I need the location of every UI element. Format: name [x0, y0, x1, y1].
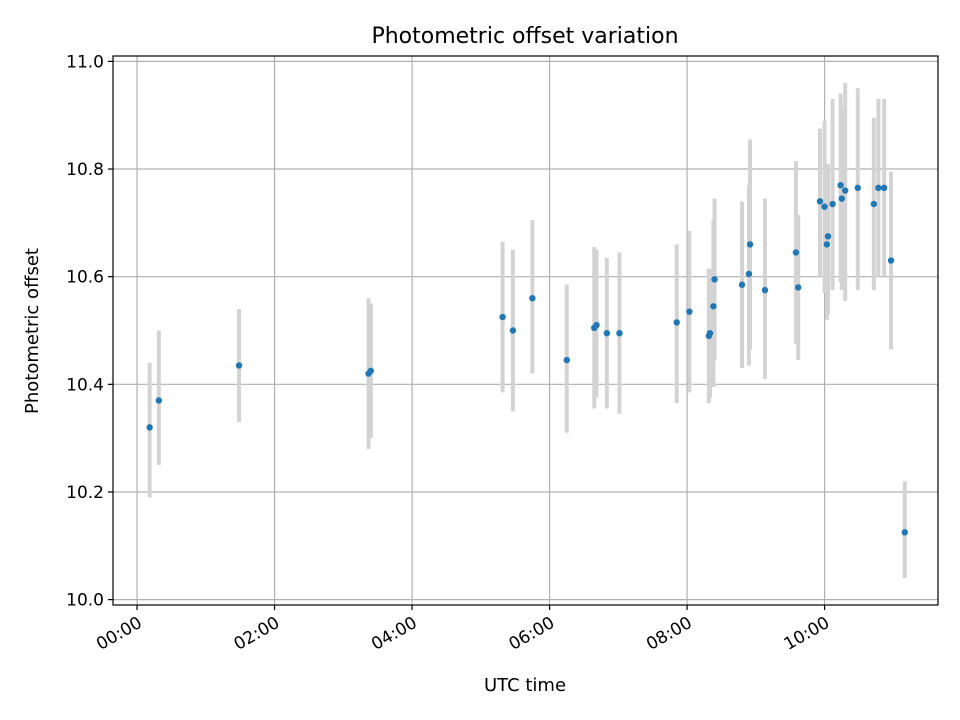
data-point	[880, 184, 888, 192]
data-point	[824, 233, 832, 240]
data-point	[706, 329, 714, 337]
chart-title: Photometric offset variation	[371, 24, 678, 49]
data-point	[746, 241, 754, 248]
data-point	[603, 329, 611, 337]
data-point	[738, 281, 746, 288]
y-tick-label: 10.4	[66, 375, 104, 395]
data-point	[829, 200, 836, 208]
y-tick-label: 10.6	[66, 268, 104, 288]
data-point	[235, 362, 243, 369]
data-points	[146, 181, 908, 536]
data-point	[901, 529, 908, 536]
y-tick-label: 10.2	[66, 483, 104, 503]
y-axis-ticks: 10.0 10.2 10.4 10.6 10.8 11.0	[66, 52, 113, 611]
data-point	[686, 308, 693, 315]
data-point	[509, 327, 517, 334]
y-tick-label: 10.0	[66, 591, 104, 611]
plot-frame	[112, 55, 939, 606]
data-point	[838, 195, 845, 202]
data-point	[870, 200, 878, 208]
y-tick-label: 11.0	[66, 52, 104, 72]
data-point	[563, 356, 570, 364]
data-point	[837, 181, 844, 189]
data-point	[616, 329, 623, 337]
data-point	[887, 257, 895, 264]
data-point	[795, 284, 802, 291]
data-point	[673, 319, 680, 326]
data-point	[821, 203, 828, 210]
data-point	[367, 367, 375, 375]
data-point	[711, 276, 718, 283]
data-point	[155, 397, 163, 404]
data-point	[816, 198, 824, 205]
y-tick-label: 10.8	[66, 160, 104, 180]
data-point	[710, 303, 717, 310]
data-point	[854, 184, 861, 192]
data-point	[593, 321, 600, 329]
data-point	[761, 286, 769, 294]
data-point	[499, 313, 506, 321]
data-point	[745, 270, 753, 278]
data-point	[823, 241, 831, 248]
data-point	[875, 184, 882, 192]
data-point	[146, 424, 153, 431]
data-point	[529, 295, 536, 302]
data-point	[792, 249, 800, 256]
y-axis-label: Photometric offset	[22, 248, 43, 414]
x-axis-label: UTC time	[484, 675, 566, 696]
data-point	[841, 187, 849, 194]
